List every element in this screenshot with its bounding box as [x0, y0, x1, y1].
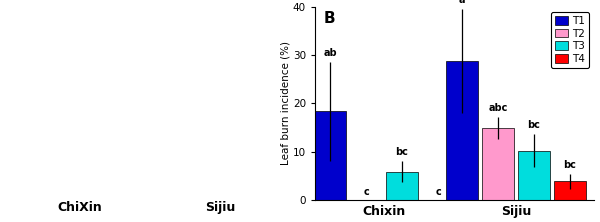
Text: ab: ab [323, 48, 337, 58]
Text: ChiXin: ChiXin [58, 201, 103, 214]
Text: c: c [435, 187, 441, 197]
Text: c: c [363, 187, 369, 197]
Text: bc: bc [563, 160, 577, 170]
Legend: T1, T2, T3, T4: T1, T2, T3, T4 [551, 12, 589, 68]
Bar [386, 172, 418, 200]
Text: Sijiu: Sijiu [205, 201, 235, 214]
Y-axis label: Leaf burn incidence (%): Leaf burn incidence (%) [280, 41, 290, 165]
Text: bc: bc [395, 147, 409, 157]
Text: bc: bc [527, 120, 541, 130]
Text: A: A [15, 8, 26, 23]
Text: abc: abc [488, 103, 508, 113]
Bar [518, 151, 550, 200]
Text: B: B [323, 10, 335, 26]
Bar [446, 61, 478, 200]
Text: a: a [459, 0, 465, 5]
Bar [554, 181, 586, 200]
Bar [314, 111, 346, 200]
Bar [482, 128, 514, 200]
